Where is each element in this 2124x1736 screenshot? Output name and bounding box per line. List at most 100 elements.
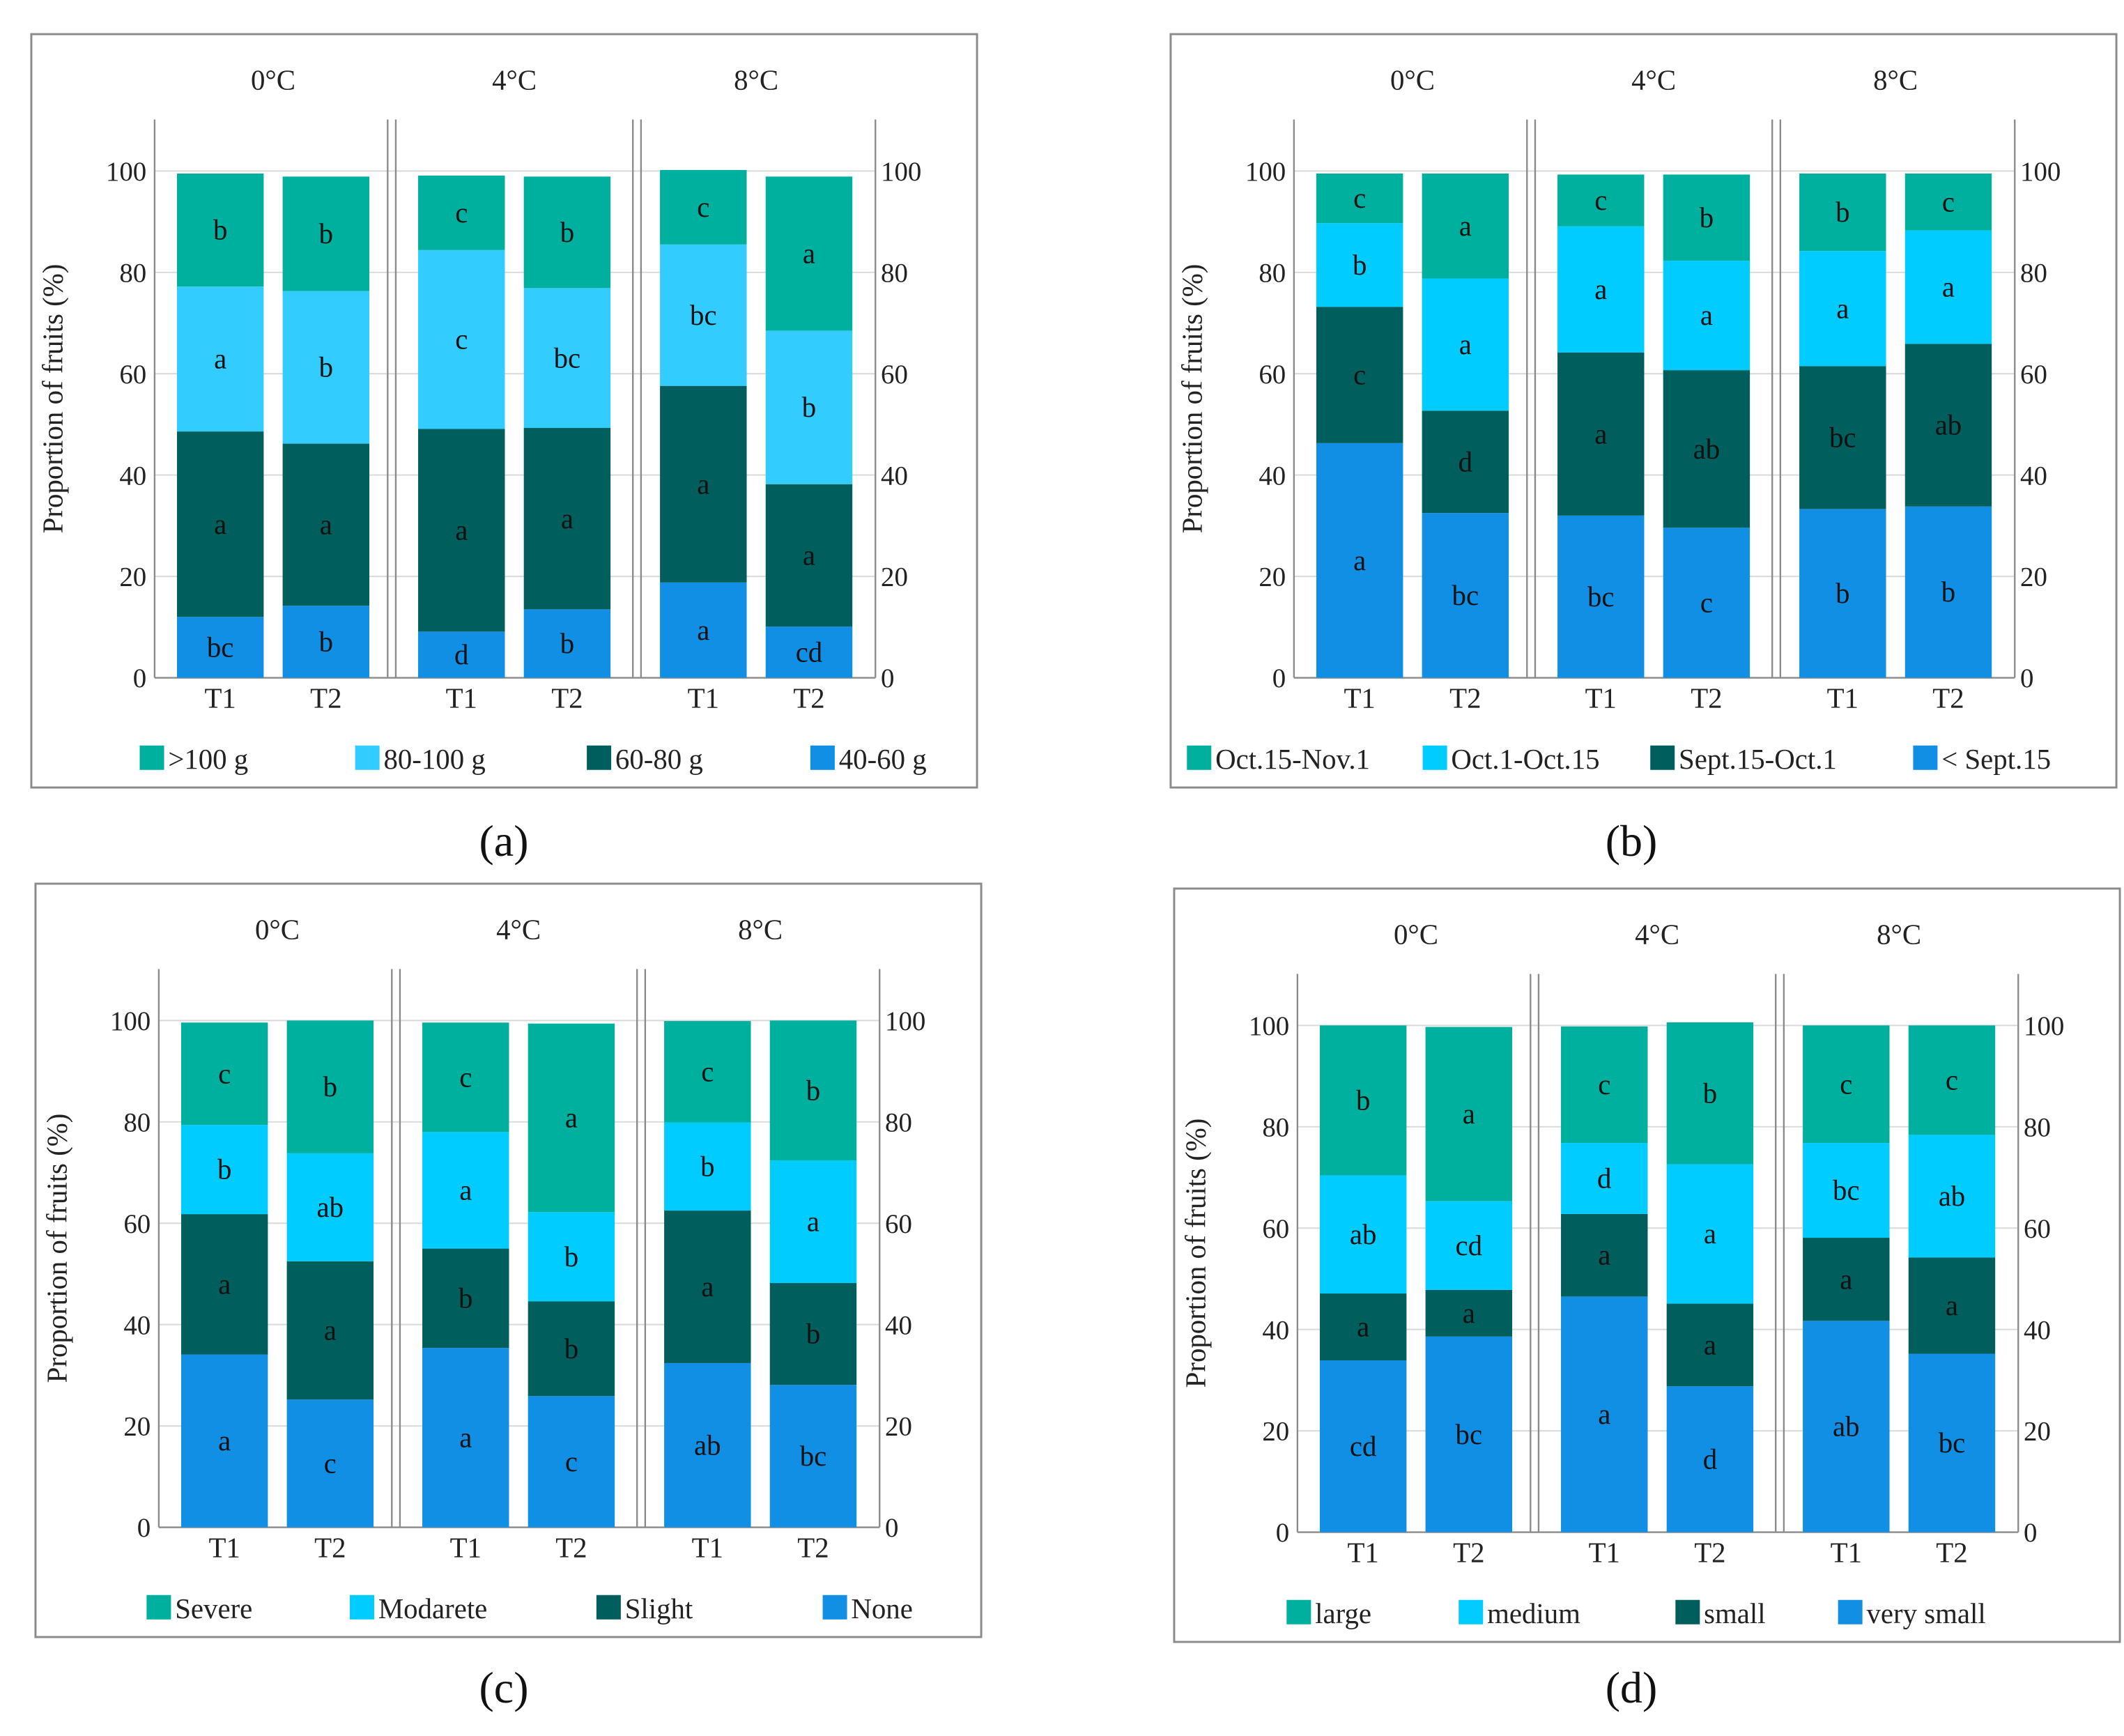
significance-letter: a: [1463, 1298, 1475, 1329]
bar-segment: [176, 617, 264, 678]
bar-segment: [1422, 278, 1509, 411]
significance-letter: a: [803, 238, 815, 269]
bar-segment: [528, 1396, 615, 1528]
significance-letter: b: [1836, 197, 1849, 228]
y-tick-label-right: 40: [881, 461, 908, 491]
significance-letter: b: [560, 628, 574, 659]
x-tick-label: T1: [1585, 682, 1617, 714]
x-tick-label: T2: [797, 1532, 829, 1563]
bar-segment: [660, 582, 747, 678]
bar-segment: [1908, 1025, 1996, 1135]
significance-letter: a: [459, 1422, 472, 1453]
bar-segment: [528, 1301, 615, 1397]
significance-letter: a: [1463, 1098, 1475, 1130]
group-label: 0°C: [255, 914, 300, 946]
significance-letter: ab: [694, 1429, 721, 1461]
y-tick-label-left: 0: [133, 663, 146, 693]
y-tick-label-left: 80: [1259, 258, 1286, 288]
significance-letter: a: [565, 1103, 578, 1134]
significance-letter: a: [697, 468, 709, 500]
bar-segment: [286, 1020, 374, 1153]
x-tick-label: T1: [208, 1532, 240, 1563]
y-tick-label-right: 20: [885, 1412, 912, 1442]
group-label: 4°C: [1631, 65, 1676, 96]
legend-swatch: [822, 1595, 847, 1620]
significance-letter: b: [806, 1319, 820, 1350]
y-tick-label-left: 20: [119, 562, 146, 592]
y-tick-label-left: 20: [123, 1412, 151, 1442]
x-tick-label: T1: [1827, 682, 1858, 714]
significance-letter: b: [806, 1075, 820, 1106]
bar-segment: [765, 484, 853, 627]
x-tick-label: T2: [793, 682, 824, 714]
y-axis-label: Proportion of fruits (%): [42, 1114, 73, 1383]
legend-label: very small: [1866, 1598, 1985, 1629]
group-label: 8°C: [1873, 65, 1918, 96]
y-tick-label-left: 80: [1262, 1112, 1289, 1142]
significance-letter: bc: [207, 632, 234, 663]
bar-segment: [1422, 410, 1509, 514]
y-tick-label-left: 20: [1262, 1417, 1289, 1447]
bar-segment: [523, 609, 611, 678]
bar-segment: [1316, 223, 1403, 307]
bar-segment: [1561, 1143, 1648, 1214]
bar-segment: [1904, 230, 1992, 344]
significance-letter: c: [565, 1446, 578, 1477]
significance-letter: ab: [1939, 1181, 1966, 1212]
bar-segment: [1425, 1027, 1513, 1201]
y-tick-label-left: 80: [123, 1107, 151, 1137]
bar-segment: [176, 286, 264, 432]
legend-swatch: [139, 745, 164, 770]
legend-swatch: [587, 745, 612, 770]
group-label: 8°C: [734, 65, 778, 96]
legend-swatch: [1913, 745, 1938, 770]
significance-letter: a: [697, 615, 709, 646]
significance-letter: bc: [800, 1441, 827, 1472]
bar-segment: [1904, 173, 1992, 231]
bar-segment: [422, 1022, 509, 1132]
legend-swatch: [1459, 1599, 1484, 1624]
y-tick-label-right: 100: [881, 157, 921, 187]
x-tick-label: T1: [204, 682, 236, 714]
bar-segment: [180, 1214, 268, 1355]
y-tick-label-right: 0: [2020, 663, 2033, 693]
group-label: 8°C: [738, 914, 783, 946]
significance-letter: c: [455, 197, 468, 229]
significance-letter: a: [320, 509, 332, 541]
significance-letter: b: [564, 1241, 578, 1273]
bar-segment: [660, 244, 747, 386]
legend-label: large: [1315, 1598, 1371, 1629]
legend-label: Slight: [625, 1593, 693, 1624]
group-label: 0°C: [1390, 65, 1435, 96]
bar-segment: [1799, 173, 1886, 252]
bar-segment: [528, 1023, 615, 1213]
caption-c: (c): [479, 1663, 529, 1712]
y-tick-label-right: 100: [2020, 157, 2061, 187]
significance-letter: c: [1598, 1069, 1610, 1100]
y-tick-label-left: 60: [123, 1209, 151, 1239]
significance-letter: c: [455, 324, 468, 355]
significance-letter: b: [1941, 576, 1955, 608]
significance-letter: b: [323, 1071, 337, 1103]
significance-letter: c: [324, 1448, 337, 1480]
bar-segment: [418, 631, 505, 678]
legend-swatch: [596, 1595, 621, 1620]
y-tick-label-right: 20: [2024, 1417, 2051, 1447]
significance-letter: b: [560, 217, 574, 248]
significance-letter: cd: [1350, 1431, 1377, 1462]
bar-segment: [180, 1125, 268, 1215]
bar-segment: [1422, 513, 1509, 678]
group-label: 4°C: [496, 914, 541, 946]
legend-label: medium: [1487, 1598, 1580, 1629]
significance-letter: a: [1942, 271, 1955, 302]
significance-letter: c: [697, 192, 709, 223]
x-tick-label: T2: [310, 682, 341, 714]
significance-letter: b: [802, 392, 816, 423]
y-tick-label-right: 60: [881, 360, 908, 390]
significance-letter: a: [561, 503, 574, 535]
significance-letter: a: [218, 1268, 231, 1300]
y-tick-label-right: 60: [885, 1209, 912, 1239]
y-tick-label-right: 0: [2024, 1518, 2037, 1548]
legend-label: Sept.15-Oct.1: [1679, 744, 1837, 775]
bar-segment: [286, 1399, 374, 1528]
